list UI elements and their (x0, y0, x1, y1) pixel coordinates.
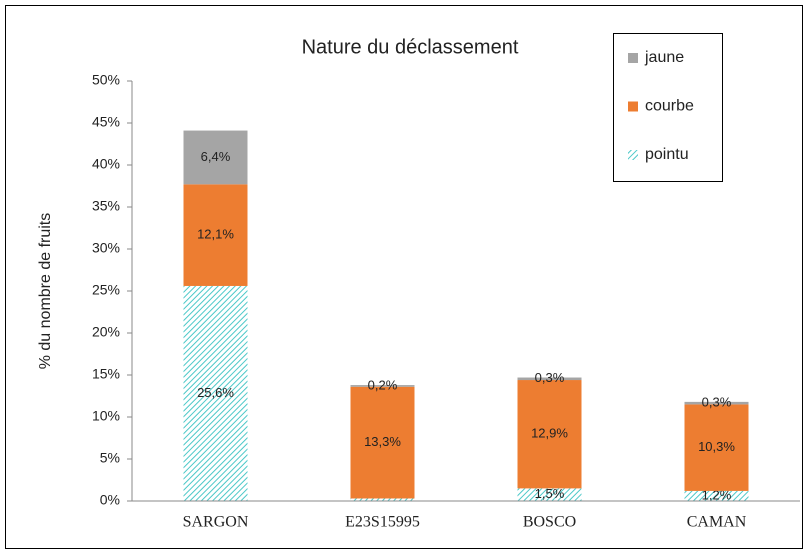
bar-segment (350, 498, 415, 501)
y-tick-label: 15% (92, 366, 120, 382)
chart-title: Nature du déclassement (302, 36, 519, 58)
bar-segment (517, 377, 582, 381)
bar-segment (517, 488, 582, 501)
data-label: 6,4% (201, 149, 231, 164)
y-tick-label: 30% (92, 240, 120, 256)
data-label: 0,2% (368, 377, 398, 392)
legend-swatch (628, 53, 638, 63)
bar-segment (183, 285, 248, 501)
y-tick-label: 10% (92, 408, 120, 424)
y-axis-label: % du nombre de fruits (37, 213, 54, 370)
data-label: 12,9% (531, 426, 568, 441)
data-label: 0,3% (535, 370, 565, 385)
y-tick-label: 0% (100, 492, 120, 508)
bar-segment (684, 490, 749, 501)
x-tick-label: SARGON (183, 514, 249, 531)
legend-swatch (628, 150, 638, 160)
y-tick-label: 35% (92, 198, 120, 214)
bar-segment (183, 130, 248, 185)
bar-segment (350, 386, 415, 499)
bar-segment (684, 404, 749, 491)
y-tick-label: 5% (100, 450, 120, 466)
y-tick-label: 50% (92, 72, 120, 88)
y-tick-label: 25% (92, 282, 120, 298)
y-tick-label: 40% (92, 156, 120, 172)
bar-segment (350, 385, 415, 387)
data-label: 1,2% (702, 487, 732, 502)
data-label: 1,5% (535, 486, 565, 501)
data-label: 10,3% (698, 439, 735, 454)
data-label: 25,6% (197, 385, 234, 400)
x-tick-label: E23S15995 (345, 514, 420, 531)
bar-segment (183, 184, 248, 286)
y-tick-label: 20% (92, 324, 120, 340)
data-label: 0,3% (702, 395, 732, 410)
bar-segment (684, 401, 749, 405)
data-label: 13,3% (364, 434, 401, 449)
bar-segment (517, 380, 582, 489)
y-tick-label: 45% (92, 114, 120, 130)
legend-label: pointu (645, 146, 689, 163)
data-label: 12,1% (197, 227, 234, 242)
x-tick-label: BOSCO (523, 514, 576, 531)
x-tick-label: CAMAN (687, 514, 747, 531)
legend-swatch (628, 101, 638, 112)
legend-label: courbe (645, 98, 694, 115)
legend-label: jaune (644, 49, 684, 66)
